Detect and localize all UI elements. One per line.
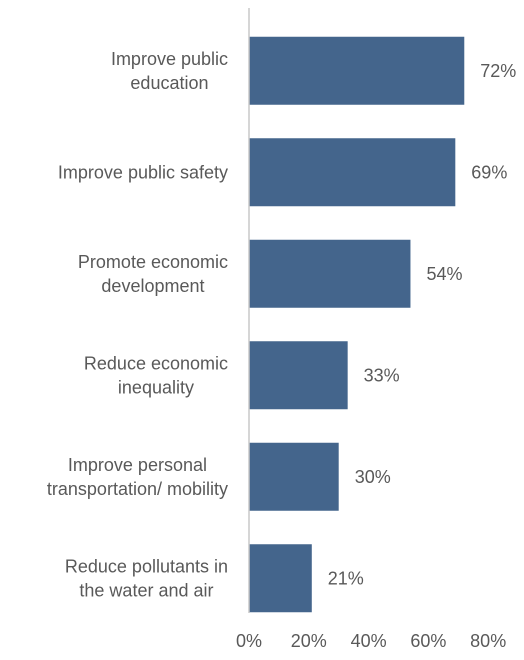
bar-3 [249,341,348,410]
x-tick-label-2: 40% [351,631,387,651]
category-label-0-line-1: education [130,73,208,93]
category-label-5-line-0: Reduce pollutants in [65,556,228,576]
value-label-3: 33% [364,365,400,385]
category-label-4-line-1: transportation/ mobility [47,479,228,499]
value-label-4: 30% [355,467,391,487]
x-tick-label-0: 0% [236,631,262,651]
category-label-2-line-1: development [101,276,204,296]
category-label-0-line-0: Improve public [111,49,228,69]
category-label-4-line-0: Improve personal [68,455,207,475]
category-label-5-line-1: the water and air [79,580,213,600]
bar-4 [249,442,339,511]
value-label-1: 69% [471,162,507,182]
x-tick-label-3: 60% [410,631,446,651]
bar-1 [249,138,456,207]
value-labels-layer: 72% 69% 54% 33% 30% 21% [328,61,517,589]
bar-5 [249,544,312,613]
value-label-5: 21% [328,568,364,588]
category-label-1-line-0: Improve public safety [58,162,228,182]
x-tick-label-4: 80% [470,631,506,651]
bars-layer [249,36,465,613]
category-label-3-line-1: inequality [118,377,194,397]
category-label-2-line-0: Promote economic [78,252,228,272]
x-tick-label-1: 20% [291,631,327,651]
category-label-3-line-0: Reduce economic [84,353,228,373]
x-axis-tick-labels: 0% 20% 40% 60% 80% [236,631,506,651]
category-labels-layer: Improve public education Improve public sa… [47,49,228,601]
value-label-0: 72% [480,61,516,81]
bar-2 [249,239,411,308]
bar-0 [249,36,465,105]
value-label-2: 54% [426,264,462,284]
